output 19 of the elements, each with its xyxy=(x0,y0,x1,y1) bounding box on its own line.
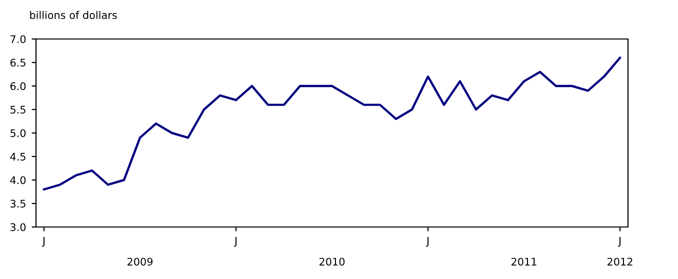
y-tick-label: 6.5 xyxy=(10,58,26,67)
text: 2011 xyxy=(512,258,536,266)
y-tick-label: 3.0 xyxy=(10,223,26,232)
y-tick-label: 5.0 xyxy=(10,129,26,138)
y-tick-label: 7.0 xyxy=(10,35,26,44)
y-tick-label: 5.5 xyxy=(10,106,26,114)
y-tick-label: 6.0 xyxy=(10,82,26,90)
text: 2010 xyxy=(320,258,345,266)
y-tick-label: 3.5 xyxy=(10,200,26,208)
x-tick-label: J xyxy=(42,237,45,247)
text: 2009 xyxy=(128,258,153,266)
x-tick-label: J xyxy=(234,237,237,247)
text: 2012 xyxy=(608,258,632,266)
x-tick-label: J xyxy=(618,237,621,247)
y-tick-label: 4.0 xyxy=(10,176,26,184)
y-tick-label: 4.5 xyxy=(10,152,26,161)
y-axis-title: billions of dollars xyxy=(30,10,117,20)
x-tick-label: J xyxy=(426,237,429,247)
line-series xyxy=(42,56,622,191)
